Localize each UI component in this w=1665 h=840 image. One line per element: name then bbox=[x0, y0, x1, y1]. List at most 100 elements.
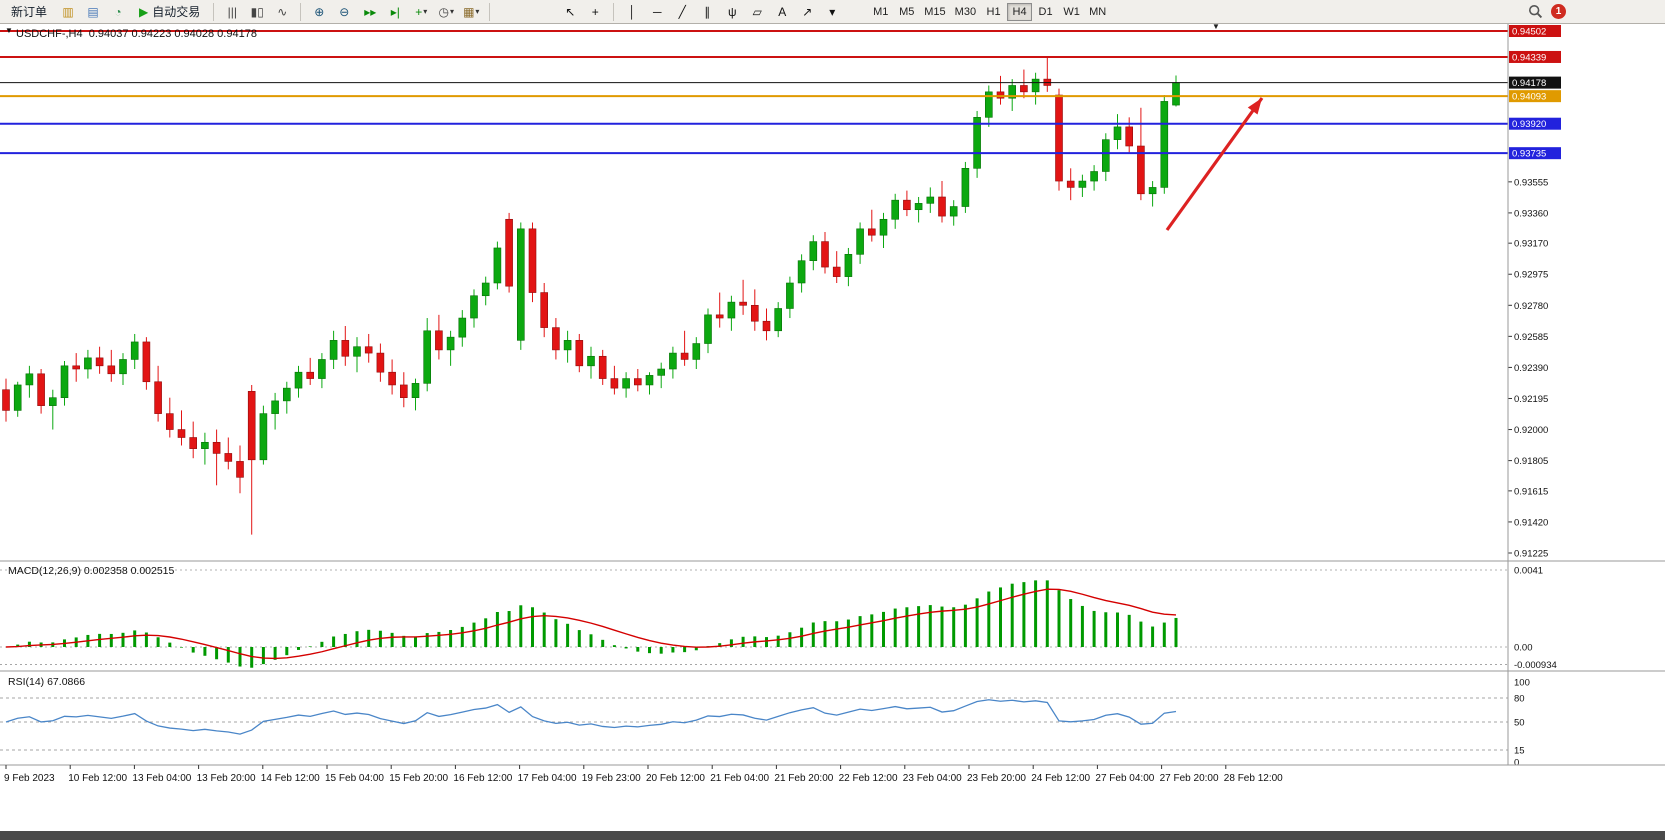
notification-badge[interactable]: 1 bbox=[1551, 4, 1566, 19]
one-click-trading-toggle[interactable]: ▼ bbox=[5, 26, 13, 35]
text-icon[interactable]: A bbox=[770, 2, 794, 22]
autotrading-button[interactable]: ▶ 自动交易 bbox=[132, 2, 207, 22]
dropdown-arrow-icon: ▾ bbox=[475, 6, 480, 16]
svg-text:0.93170: 0.93170 bbox=[1514, 239, 1548, 250]
timeframe-h1-button[interactable]: H1 bbox=[981, 3, 1006, 21]
zoom-in-icon[interactable]: ⊕ bbox=[307, 2, 331, 22]
svg-text:0.94178: 0.94178 bbox=[1512, 78, 1546, 89]
cursor-icon[interactable]: ↖ bbox=[558, 2, 582, 22]
macd-signal-line bbox=[5, 588, 1177, 660]
toolbar-separator bbox=[489, 2, 491, 21]
chart-window: 0.94502 0.94339 0.94178 0.94093 0.93920 0.937… bbox=[0, 22, 1665, 840]
svg-text:24 Feb 12:00: 24 Feb 12:00 bbox=[1031, 773, 1090, 784]
svg-text:0.92390: 0.92390 bbox=[1514, 363, 1548, 374]
grid-group: ▸▸ ▸| bbox=[358, 2, 407, 22]
annotation-arrow[interactable] bbox=[1165, 97, 1264, 231]
crosshair-icon[interactable]: + bbox=[583, 2, 607, 22]
trendline-icon[interactable]: ╱ bbox=[670, 2, 694, 22]
support-line-1-price-tag: 0.93920 bbox=[1509, 117, 1561, 130]
periods-button[interactable]: ◷ ▾ bbox=[434, 2, 458, 22]
candlesticks bbox=[2, 56, 1180, 535]
timeframe-w1-button[interactable]: W1 bbox=[1059, 3, 1084, 21]
search-icon[interactable] bbox=[1528, 4, 1543, 19]
cursor-icon: ↖ bbox=[565, 4, 576, 19]
toolbar-right: 1 bbox=[1528, 4, 1566, 19]
profiles-icon[interactable]: ▤ bbox=[81, 2, 105, 22]
timeframe-m1-button[interactable]: M1 bbox=[868, 3, 893, 21]
crosshair-icon: + bbox=[591, 4, 599, 19]
text-icon: A bbox=[778, 4, 787, 19]
svg-text:21 Feb 04:00: 21 Feb 04:00 bbox=[710, 773, 769, 784]
toolbar-separator bbox=[613, 2, 615, 21]
cursor-group: ↖ + bbox=[558, 2, 607, 22]
bottom-scrollbar[interactable] bbox=[0, 831, 1665, 840]
horizontal-line-icon[interactable]: ─ bbox=[645, 2, 669, 22]
svg-text:0.93735: 0.93735 bbox=[1512, 149, 1546, 160]
timeframe-mn-button[interactable]: MN bbox=[1085, 3, 1110, 21]
svg-text:0.91225: 0.91225 bbox=[1514, 548, 1548, 559]
vertical-line-icon: │ bbox=[628, 4, 637, 19]
indicators-button: + bbox=[415, 4, 423, 19]
svg-text:0.91805: 0.91805 bbox=[1514, 456, 1548, 467]
trendline-icon: ╱ bbox=[678, 4, 686, 19]
line-chart-icon[interactable]: ∿ bbox=[270, 2, 294, 22]
svg-text:-0.000934: -0.000934 bbox=[1514, 660, 1557, 671]
chart-shift-marker[interactable]: ▼ bbox=[1212, 22, 1220, 31]
fibonacci-icon[interactable]: ψ bbox=[720, 2, 744, 22]
zoom-in-icon: ⊕ bbox=[314, 4, 325, 19]
svg-text:15 Feb 20:00: 15 Feb 20:00 bbox=[389, 773, 448, 784]
channel-icon: ∥ bbox=[704, 4, 711, 19]
bar-chart-icon[interactable]: ||| bbox=[220, 2, 244, 22]
refresh-icon: ◔ bbox=[114, 4, 122, 19]
timeframe-m15-button[interactable]: M15 bbox=[920, 3, 949, 21]
line-tools-group: │ ─ ╱ ∥ ψ ▱ A ↗ ▾ bbox=[620, 2, 844, 22]
support-line-2-price-tag: 0.93735 bbox=[1509, 147, 1561, 160]
timeframe-m5-button[interactable]: M5 bbox=[894, 3, 919, 21]
templates-button[interactable]: ▦ ▾ bbox=[459, 2, 483, 22]
autotrading-label: 自动交易 bbox=[152, 5, 201, 19]
zoom-out-icon[interactable]: ⊖ bbox=[332, 2, 356, 22]
shapes-icon[interactable]: ▱ bbox=[745, 2, 769, 22]
svg-text:14 Feb 12:00: 14 Feb 12:00 bbox=[261, 773, 320, 784]
refresh-icon[interactable]: ◔ bbox=[106, 2, 130, 22]
vertical-line-icon[interactable]: │ bbox=[620, 2, 644, 22]
svg-text:0.92585: 0.92585 bbox=[1514, 332, 1548, 343]
channel-icon[interactable]: ∥ bbox=[695, 2, 719, 22]
time-axis: 9 Feb 2023 10 Feb 12:00 13 Feb 04:00 13 Feb… bbox=[4, 765, 1283, 784]
svg-text:20 Feb 12:00: 20 Feb 12:00 bbox=[646, 773, 705, 784]
objects-dropdown: ▾ bbox=[829, 4, 836, 19]
auto-scroll-icon[interactable]: ▸▸ bbox=[358, 2, 382, 22]
objects-dropdown[interactable]: ▾ bbox=[820, 2, 844, 22]
svg-text:0.93920: 0.93920 bbox=[1512, 119, 1546, 130]
new-chart-icon[interactable]: ▥ bbox=[56, 2, 80, 22]
svg-text:27 Feb 20:00: 27 Feb 20:00 bbox=[1160, 773, 1219, 784]
toolbar-separator bbox=[213, 2, 215, 21]
candlestick-chart-icon: ▮▯ bbox=[250, 4, 264, 19]
svg-text:0.94502: 0.94502 bbox=[1512, 27, 1546, 38]
chart-shift-icon[interactable]: ▸| bbox=[383, 2, 407, 22]
timeframe-d1-button[interactable]: D1 bbox=[1033, 3, 1058, 21]
orange-level-line-price-tag: 0.94093 bbox=[1509, 90, 1561, 103]
candlestick-chart-icon[interactable]: ▮▯ bbox=[245, 2, 269, 22]
svg-text:0.94093: 0.94093 bbox=[1512, 92, 1546, 103]
chart-canvas[interactable]: 0.94502 0.94339 0.94178 0.94093 0.93920 0.937… bbox=[0, 24, 1665, 840]
zoom-group: ⊕ ⊖ bbox=[307, 2, 356, 22]
macd-label: MACD(12,26,9) 0.002358 0.002515 bbox=[8, 565, 175, 577]
svg-text:28 Feb 12:00: 28 Feb 12:00 bbox=[1224, 773, 1283, 784]
fibonacci-icon: ψ bbox=[727, 4, 737, 19]
resistance-line-1-price-tag: 0.94502 bbox=[1509, 25, 1561, 38]
profiles-icon: ▤ bbox=[87, 4, 99, 19]
svg-text:16 Feb 12:00: 16 Feb 12:00 bbox=[453, 773, 512, 784]
svg-text:21 Feb 20:00: 21 Feb 20:00 bbox=[774, 773, 833, 784]
indicators-button[interactable]: + ▾ bbox=[409, 2, 433, 22]
arrow-tool-icon[interactable]: ↗ bbox=[795, 2, 819, 22]
timeframe-h4-button[interactable]: H4 bbox=[1007, 2, 1033, 21]
svg-text:23 Feb 04:00: 23 Feb 04:00 bbox=[903, 773, 962, 784]
timeframe-m30-button[interactable]: M30 bbox=[951, 3, 980, 21]
svg-text:27 Feb 04:00: 27 Feb 04:00 bbox=[1095, 773, 1154, 784]
new-order-button[interactable]: 新订单 bbox=[4, 2, 54, 22]
svg-text:13 Feb 20:00: 13 Feb 20:00 bbox=[197, 773, 256, 784]
autotrading-play-icon: ▶ bbox=[139, 4, 149, 19]
horizontal-lines[interactable] bbox=[0, 30, 1508, 155]
svg-text:100: 100 bbox=[1514, 678, 1530, 689]
